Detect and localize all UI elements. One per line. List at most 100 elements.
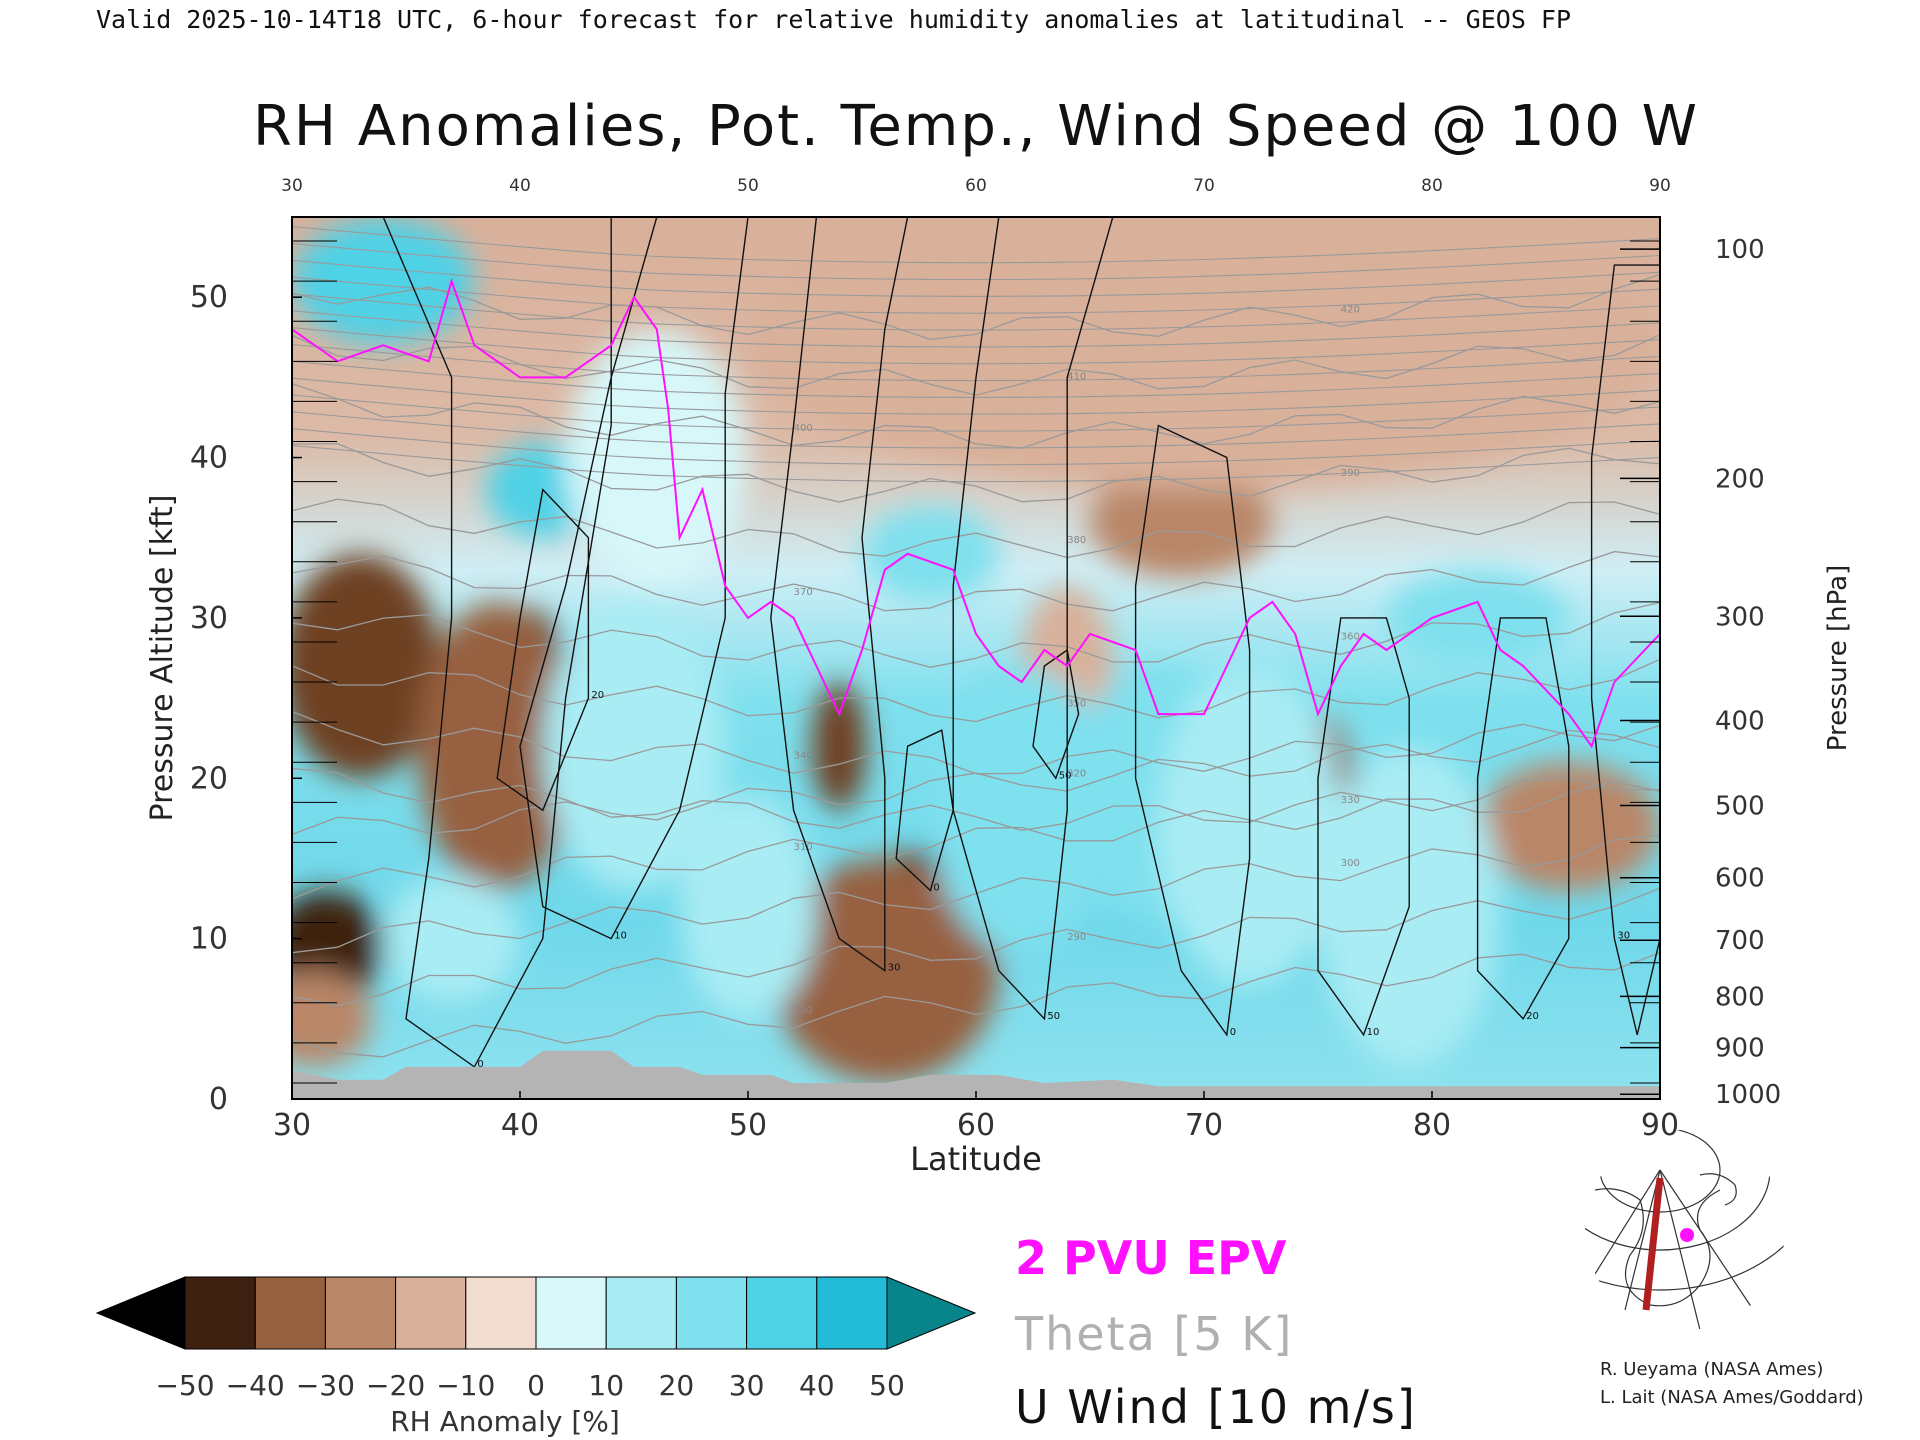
x-tick-label: 80 [1413,1108,1451,1143]
rh-anomaly-region [292,553,441,779]
y-axis-left: 0 10 20 30 40 50 [190,240,337,1117]
u-wind-contour-label: 20 [1526,1011,1539,1022]
theta-contour [292,444,1660,483]
y-axis-right: 100 200 300 400 500 600 700 800 900 1000 [1620,235,1781,1110]
u-wind-contour [1476,617,1570,1020]
y-left-tick-label: 40 [190,441,228,476]
y-right-tick-label: 100 [1715,235,1765,265]
y-axis-right-label: Pressure [hPa] [1823,565,1853,752]
colorbar-tick-label: −50 [155,1369,214,1402]
y-right-tick-label: 1000 [1715,1080,1781,1110]
colorbar-bin [605,1276,677,1350]
theta-contour [292,226,1660,264]
epv-2pvu-contour [292,277,1660,749]
theta-contour [292,658,1660,723]
u-wind-contour [895,729,954,892]
colorbar-tick-label: −10 [436,1369,495,1402]
y-right-tick-label: 800 [1715,982,1765,1012]
theta-contour [292,377,1660,415]
y-right-tick-label: 300 [1715,602,1765,632]
theta-contour [292,550,1660,612]
theta-contour [292,428,1660,466]
theta-contour-label: 320 [1067,768,1086,779]
colorbar-high-arrow [886,1276,977,1350]
u-wind-contour-label: 50 [1059,770,1072,781]
rh-anomaly-region [292,217,475,346]
u-wind-contour [519,217,749,940]
credit-line-2: L. Lait (NASA Ames/Goddard) [1600,1387,1864,1408]
theta-contour-label: 380 [1067,535,1086,546]
x-tick-label: 30 [273,1108,311,1143]
u-wind-contour-label: 30 [1617,931,1630,942]
colorbar-tick-label: 30 [729,1369,765,1402]
colorbar-label: RH Anomaly [%] [390,1405,620,1438]
rh-anomaly-region [811,682,867,811]
credit-line-1: R. Ueyama (NASA Ames) [1600,1359,1823,1380]
theta-contour-label: 330 [1341,795,1360,806]
u-wind-contour-label: 30 [888,963,901,974]
u-wind-contour [1032,648,1080,780]
x-tick-label: 60 [957,1108,995,1143]
theta-contour [292,242,1660,281]
cross-section-line [1642,1177,1664,1311]
colorbar-low-arrow [95,1276,186,1350]
theta-contour [292,710,1660,775]
u-wind-contour [496,488,590,812]
theta-contour [292,360,1660,398]
colorbar-tick-label: 40 [799,1369,835,1402]
theta-contour-label: 340 [794,750,813,761]
colorbar-bin [184,1276,256,1350]
y-left-tick-label: 50 [190,280,228,315]
y-left-tick-label: 20 [190,761,228,796]
x-tick-label: 50 [729,1108,767,1143]
rh-anomaly-region [1386,569,1569,667]
u-wind-contour-label: 10 [1367,1027,1380,1038]
colorbar-bin [465,1276,537,1350]
colorbar-tick-label: 0 [527,1369,545,1402]
y-right-tick-label: 400 [1715,707,1765,737]
theta-contour [292,259,1660,297]
theta-contour [292,293,1660,331]
rh-anomaly-field [292,217,1660,1083]
x-tick-label: 40 [501,1108,539,1143]
theta-contour-label: 360 [1341,632,1360,643]
y-left-tick-label: 0 [209,1082,228,1117]
theta-contour [292,276,1660,314]
rh-anomaly-region [748,217,1660,490]
theta-contour-label: 290 [1067,932,1086,943]
colorbar-tick-label: −20 [366,1369,425,1402]
x-axis-label: Latitude [910,1140,1042,1178]
theta-contour [292,601,1660,668]
theta-contour [292,781,1660,900]
y-right-tick-label: 600 [1715,864,1765,894]
x-tick-label: 90 [1641,1108,1679,1143]
theta-contour-label: 410 [1067,371,1086,382]
u-wind-contour [770,217,909,973]
x-top-tick-label: 50 [737,176,759,196]
u-wind-contour-label: 0 [933,883,939,894]
colorbar-bin [535,1276,607,1350]
theta-contour-label: 420 [1341,304,1360,315]
x-top-tick-label: 80 [1421,176,1443,196]
x-top-tick-label: 70 [1193,176,1215,196]
x-axis-top: 30 40 50 60 70 80 90 [281,176,1671,196]
theta-contour-label: 300 [1341,858,1360,869]
theta-contour [292,767,1660,832]
u-wind-contour-label: 10 [614,931,627,942]
y-axis-left-label: Pressure Altitude [kft] [145,495,180,822]
legend-u-wind: U Wind [10 m/s] [1015,1380,1417,1434]
u-wind-contour [1590,264,1660,1036]
colorbar-tick-label: −30 [296,1369,355,1402]
theta-contour [292,834,1660,954]
colorbar-bin [746,1276,818,1350]
colorbar-tick-label: −40 [226,1369,285,1402]
colorbar-bin [395,1276,467,1350]
x-top-tick-label: 60 [965,176,987,196]
header-text: Valid 2025-10-14T18 UTC, 6-hour forecast… [96,5,1571,34]
x-top-tick-label: 40 [509,176,531,196]
u-wind-contour-label: 0 [477,1059,483,1070]
rh-anomaly-region [679,794,817,1019]
legend-theta: Theta [5 K] [1014,1307,1293,1361]
colorbar-bin [324,1276,397,1350]
